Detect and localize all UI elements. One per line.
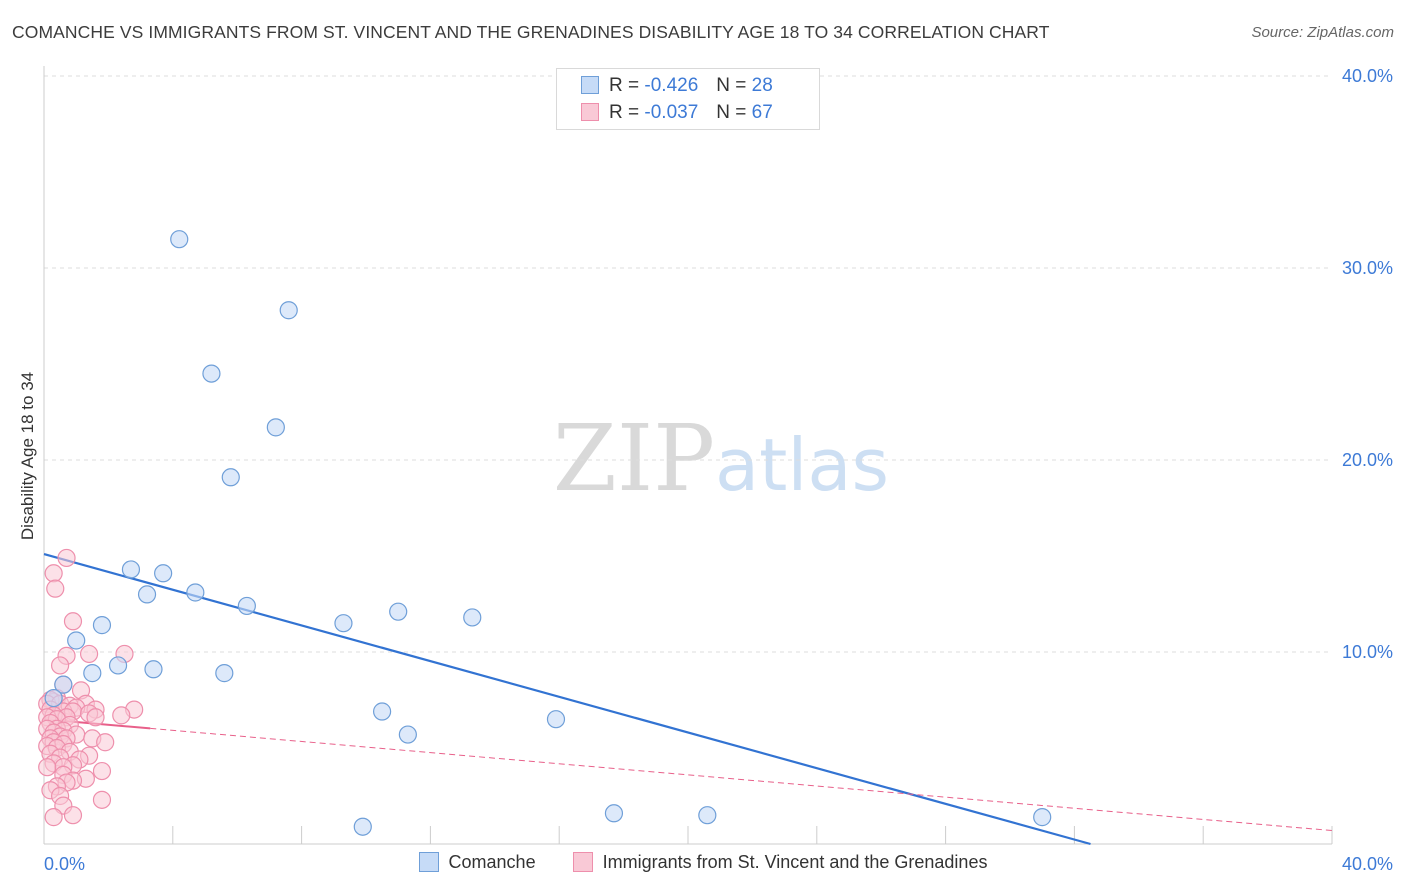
point-comanche — [221, 468, 240, 487]
point-comanche — [279, 301, 298, 320]
point-comanche — [108, 656, 128, 675]
chart-title: COMANCHE VS IMMIGRANTS FROM ST. VINCENT … — [12, 22, 1050, 42]
point-comanche — [83, 664, 102, 683]
source-label: Source: ZipAtlas.com — [1251, 24, 1394, 41]
point-comanche — [186, 583, 205, 602]
trend-line-svg-dashed — [150, 727, 1333, 832]
point-comanche — [1033, 808, 1052, 827]
point-comanche — [353, 817, 372, 836]
legend-n-label: N = — [716, 75, 747, 96]
x-tick-label-min: 0.0% — [44, 854, 85, 874]
legend-swatch-comanche — [418, 852, 439, 872]
point-comanche — [202, 364, 221, 383]
legend-n-label: N = — [716, 102, 747, 123]
point-comanche — [154, 564, 173, 583]
legend-r-label: R = — [609, 102, 640, 123]
point-comanche — [144, 660, 163, 679]
point-svg — [86, 708, 105, 727]
legend-r-value-svg: -0.037 — [644, 102, 699, 123]
data-points — [38, 230, 1052, 836]
watermark-atlas: atlas — [715, 423, 889, 507]
legend-row-svg: R = -0.037 N = 67 — [581, 100, 773, 126]
point-svg — [96, 733, 115, 752]
point-comanche — [463, 608, 482, 627]
trend-lines — [43, 553, 1333, 846]
legend-swatch-svg — [581, 103, 599, 121]
point-comanche — [121, 560, 141, 579]
legend-label-svg: Immigrants from St. Vincent and the Gren… — [602, 852, 988, 872]
point-comanche — [170, 230, 189, 249]
legend-label-comanche: Comanche — [448, 852, 536, 872]
y-tick-label: 20.0% — [1342, 450, 1393, 470]
trend-line-comanche — [43, 553, 1091, 846]
point-svg — [63, 612, 83, 631]
point-comanche — [698, 806, 717, 825]
point-comanche — [67, 631, 86, 650]
legend-row-comanche: R = -0.426 N = 28 — [581, 73, 773, 99]
point-svg — [112, 706, 131, 725]
tick-labels: 10.0% 20.0% 30.0% 40.0% 0.0% 40.0% — [44, 66, 1393, 874]
watermark-zip: ZIP — [553, 405, 715, 512]
point-svg — [57, 548, 76, 568]
legend-item-comanche: Comanche — [418, 852, 536, 873]
point-svg — [44, 564, 63, 583]
point-svg — [44, 808, 63, 827]
grid-lines — [44, 75, 1332, 653]
point-comanche — [215, 664, 234, 683]
legend-n-value-comanche: 28 — [751, 75, 773, 96]
point-comanche — [266, 418, 285, 437]
point-comanche — [54, 675, 73, 694]
point-comanche — [137, 585, 157, 604]
y-tick-label: 40.0% — [1342, 66, 1393, 86]
point-comanche — [373, 702, 392, 721]
legend-item-svg: Immigrants from St. Vincent and the Gren… — [572, 852, 988, 873]
point-svg — [79, 644, 99, 664]
point-comanche — [92, 616, 112, 635]
point-svg — [38, 758, 57, 777]
legend-n-value-svg: 67 — [751, 102, 773, 123]
point-comanche — [546, 710, 566, 729]
point-comanche — [44, 688, 63, 708]
legend-r-label: R = — [609, 75, 640, 96]
series-legend: Comanche Immigrants from St. Vincent and… — [0, 852, 1406, 876]
point-svg — [50, 656, 70, 675]
point-comanche — [389, 602, 408, 621]
legend-swatch-comanche — [581, 76, 599, 94]
y-tick-label: 30.0% — [1342, 258, 1393, 278]
point-comanche — [398, 725, 417, 744]
point-comanche — [604, 804, 624, 823]
point-svg — [92, 790, 112, 809]
point-comanche — [334, 614, 353, 633]
point-svg — [46, 579, 65, 598]
y-tick-label: 10.0% — [1342, 642, 1393, 662]
legend-swatch-svg — [572, 852, 593, 872]
correlation-legend: R = -0.426 N = 28 R = -0.037 N = 67 — [556, 68, 820, 130]
point-svg — [63, 806, 83, 825]
point-comanche — [237, 596, 256, 616]
point-svg — [92, 761, 112, 781]
legend-r-value-comanche: -0.426 — [644, 75, 699, 96]
x-tick-label-max: 40.0% — [1342, 854, 1393, 874]
